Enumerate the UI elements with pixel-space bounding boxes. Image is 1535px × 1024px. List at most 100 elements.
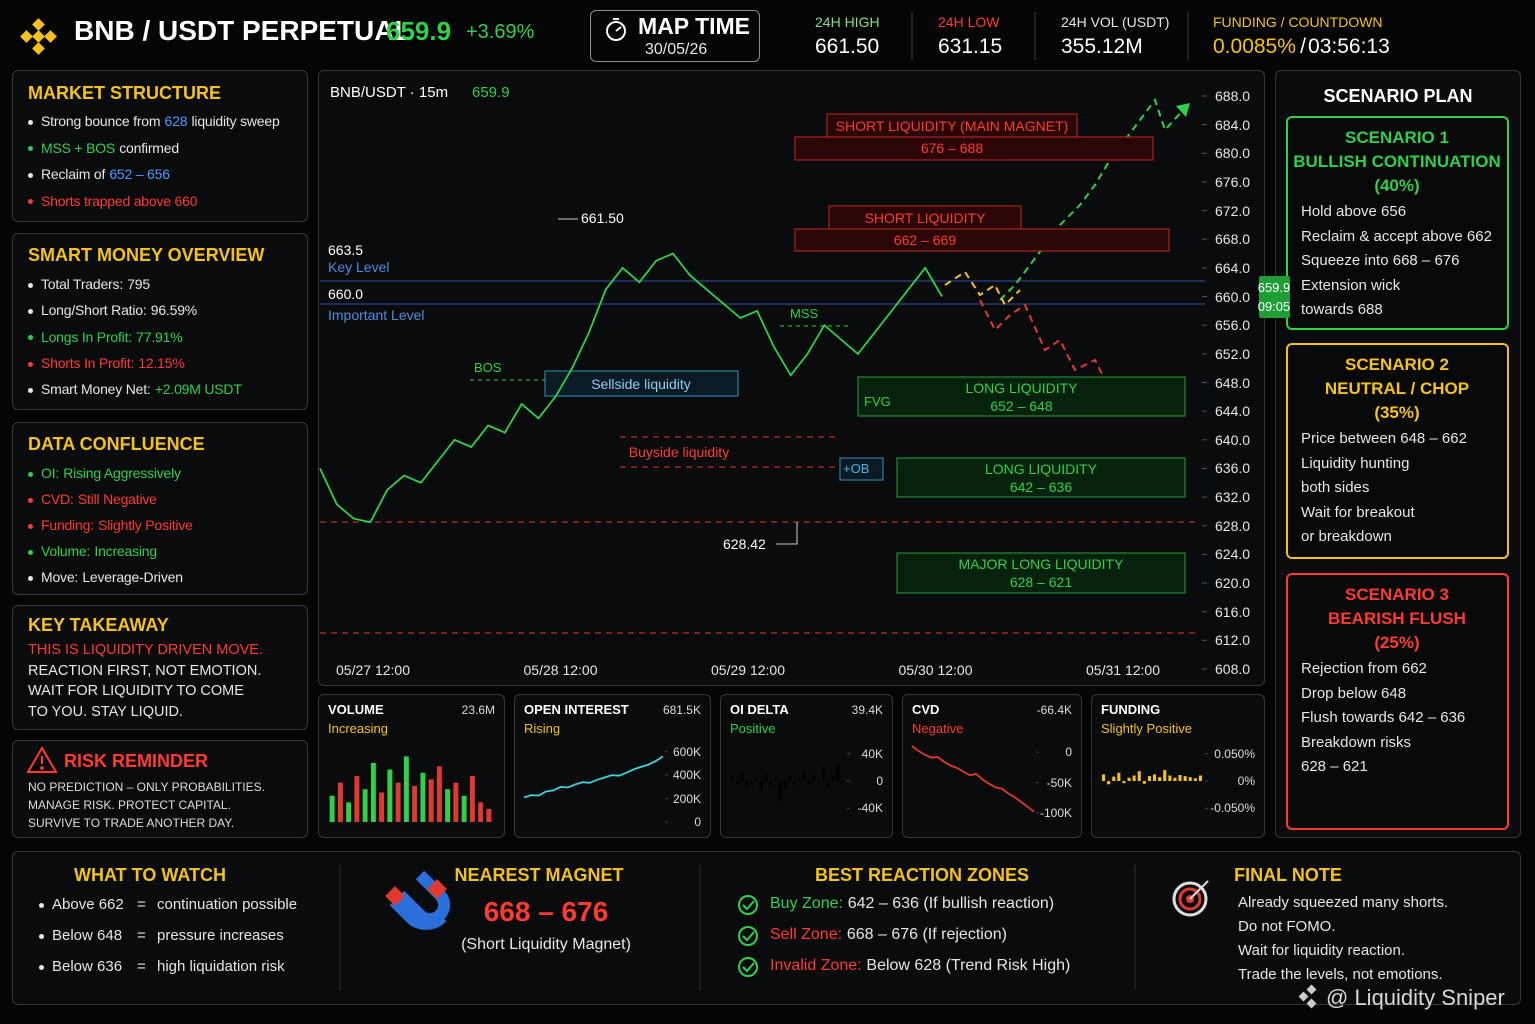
scenario-title: SCENARIO 1 <box>1345 128 1449 147</box>
y-tick-label: 400K <box>672 768 701 783</box>
map-time-title: MAP TIME <box>638 13 751 39</box>
y-tick-label: 648.0 <box>1215 374 1251 391</box>
bullet <box>28 387 33 393</box>
check-icon <box>738 926 758 946</box>
text-segment: 795 <box>127 276 150 292</box>
bar <box>329 795 335 822</box>
zone-tab <box>826 113 1078 138</box>
y-tick-label: -100K <box>1039 805 1072 820</box>
y-tick-label: 624.0 <box>1215 546 1251 563</box>
bar <box>1147 776 1151 781</box>
scenario-line: Hold above 656 <box>1301 203 1407 220</box>
bar <box>412 785 418 822</box>
panel-title: KEY TAKEAWAY <box>28 615 169 635</box>
price-line <box>319 252 943 524</box>
low-label: 628.42 <box>723 536 766 552</box>
watch-level: Below 648 <box>52 927 123 944</box>
zone-title: MAJOR LONG LIQUIDITY <box>958 556 1124 572</box>
scenario-line: towards 688 <box>1301 301 1383 318</box>
note-line: Already squeezed many shorts. <box>1238 894 1449 911</box>
bullet <box>28 172 33 178</box>
bullet <box>28 549 33 555</box>
panel-title: MARKET STRUCTURE <box>28 83 221 103</box>
bar <box>822 767 825 781</box>
zone-box <box>896 552 1186 594</box>
bar <box>793 781 797 786</box>
y-tick-label: 664.0 <box>1215 259 1251 276</box>
pair-title: BNB / USDT PERPETUAL <box>74 15 412 46</box>
mini-title: OI DELTA <box>730 702 789 717</box>
panel <box>1286 116 1509 330</box>
bar <box>346 802 352 822</box>
countdown: 03:56:13 <box>1308 35 1390 58</box>
text-segment: Still Negative <box>77 491 157 507</box>
bar <box>754 776 758 781</box>
text-segment: 77.91% <box>136 328 183 345</box>
panel <box>902 694 1082 838</box>
bar <box>354 776 360 822</box>
y-tick-label: 0 <box>1065 745 1072 760</box>
scenario-title: SCENARIO 2 <box>1345 355 1449 374</box>
panel-title: SMART MONEY OVERVIEW <box>28 245 265 265</box>
text-segment: Reclaim of <box>41 166 106 182</box>
bar <box>802 770 806 781</box>
bar <box>826 781 830 787</box>
target-icon <box>1172 880 1209 917</box>
bar <box>774 777 777 781</box>
bullet <box>28 575 33 581</box>
bar <box>730 775 734 781</box>
separator: / <box>1300 35 1306 58</box>
x-tick-label: 05/28 12:00 <box>523 662 598 678</box>
y-tick-label: 680.0 <box>1215 145 1251 162</box>
bar <box>478 802 484 822</box>
x-tick-label: 05/30 12:00 <box>898 662 973 678</box>
takeaway-line: THIS IS LIQUIDITY DRIVEN MOVE. <box>28 642 263 658</box>
zone-range: 642 – 636 <box>1009 479 1073 495</box>
bar <box>807 781 811 785</box>
zone-title: LONG LIQUIDITY <box>965 380 1078 396</box>
x-tick-label: 05/27 12:00 <box>336 662 410 678</box>
zone-label: Invalid Zone: <box>770 957 862 974</box>
price-line <box>911 745 1035 813</box>
price-change: +3.69% <box>466 21 535 43</box>
zone-title: LONG LIQUIDITY <box>984 461 1098 477</box>
price-tag-time: 09:05 <box>1257 299 1291 314</box>
text-segment: Long/Short Ratio: <box>41 302 147 319</box>
y-tick-label: 600K <box>672 744 701 759</box>
risk-line: SURVIVE TO TRADE ANOTHER DAY. <box>28 816 235 830</box>
text-segment: Longs In Profit: <box>41 328 132 345</box>
risk-line: MANAGE RISK. PROTECT CAPITAL. <box>28 798 231 812</box>
mini-top-label: 23.6M <box>461 703 495 717</box>
y-tick-label: 636.0 <box>1215 460 1251 477</box>
low-leader <box>776 522 798 545</box>
y-tick-label: 200K <box>672 791 701 806</box>
bar <box>387 769 393 822</box>
text-segment: Move: <box>41 569 79 585</box>
scenario-line: Breakdown risks <box>1301 733 1412 751</box>
bar <box>769 781 773 786</box>
price-tag <box>1259 276 1290 318</box>
watch-level: Above 662 <box>52 896 124 913</box>
scenario-title: (35%) <box>1374 403 1420 422</box>
level-label: Key Level <box>328 259 390 275</box>
zone-label: Buy Zone: <box>770 895 843 912</box>
y-tick-label: 0 <box>876 774 883 788</box>
zone-range: 652 – 648 <box>990 398 1053 414</box>
fvg-label: FVG <box>864 394 891 409</box>
bar <box>1158 777 1162 781</box>
list-item: MSS + BOS confirmed <box>28 140 179 156</box>
bar <box>453 782 459 822</box>
y-tick-label: -50K <box>1046 775 1072 790</box>
list-item: Funding: Slightly Positive <box>28 517 193 533</box>
stat-label: FUNDING / COUNTDOWN <box>1213 14 1383 30</box>
panel <box>12 740 308 838</box>
text-segment: Strong bounce from <box>41 113 161 129</box>
note-line: Trade the levels, not emotions. <box>1238 966 1443 983</box>
magnet-icon <box>385 870 451 930</box>
scenario-line: Price between 648 – 662 <box>1301 430 1467 447</box>
bar <box>1178 774 1182 781</box>
zone-range: 676 – 688 <box>920 140 984 156</box>
bullet <box>28 282 33 288</box>
list-item: Shorts In Profit: 12.15% <box>28 355 185 371</box>
